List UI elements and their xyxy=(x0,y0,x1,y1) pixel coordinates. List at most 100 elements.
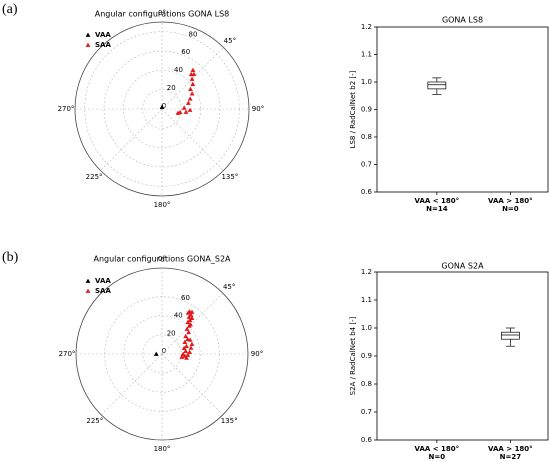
point xyxy=(184,343,189,348)
point xyxy=(187,337,193,342)
point xyxy=(188,345,194,350)
point xyxy=(184,355,189,360)
y-tick-label: 1.2 xyxy=(361,23,372,31)
point xyxy=(181,345,187,350)
y-tick-label: 1.0 xyxy=(361,324,372,332)
point xyxy=(188,312,194,317)
y-tick-label: 0.9 xyxy=(361,352,372,360)
theta-tick-label: 45° xyxy=(223,283,235,291)
y-axis-label: S2A / RadCalNet b4 [-] xyxy=(349,316,357,395)
point xyxy=(182,339,188,344)
point xyxy=(187,349,193,354)
point xyxy=(183,109,189,114)
y-tick-label: 0.8 xyxy=(361,133,372,141)
theta-tick-label: 270° xyxy=(59,350,76,358)
point xyxy=(190,81,196,86)
theta-tick-label: 270° xyxy=(58,105,75,113)
y-tick-label: 0.9 xyxy=(361,106,372,114)
point xyxy=(186,314,192,319)
box xyxy=(427,81,447,90)
y-tick-label: 1.2 xyxy=(361,268,372,276)
theta-tick-label: 135° xyxy=(221,173,238,181)
radial-grid xyxy=(142,89,182,129)
legend-marker xyxy=(85,288,91,293)
r-tick-label: 0 xyxy=(162,102,166,110)
theta-tick-label: 90° xyxy=(252,105,264,113)
point xyxy=(189,309,195,314)
legend-label: VAA xyxy=(95,31,111,39)
theta-tick-label: 45° xyxy=(224,37,236,45)
legend-label: VAA xyxy=(95,277,111,285)
theta-tick-label: 90° xyxy=(251,350,263,358)
polar-frame xyxy=(74,21,250,197)
r-tick-label: 80 xyxy=(189,30,198,38)
x-tick-label: VAA > 180° xyxy=(488,445,533,453)
point xyxy=(159,104,165,109)
point xyxy=(186,323,192,328)
point xyxy=(185,310,191,315)
legend-marker xyxy=(85,278,91,283)
theta-tick-label: 180° xyxy=(154,445,171,453)
plot-frame xyxy=(376,271,549,441)
point xyxy=(181,105,187,110)
theta-tick-label: 225° xyxy=(86,417,103,425)
n-label: N=0 xyxy=(429,453,446,461)
box xyxy=(501,331,520,340)
point xyxy=(175,110,181,115)
point xyxy=(187,317,193,323)
chart-title: Angular configurations GONA_S2A xyxy=(93,255,231,264)
x-tick-label: VAA < 180° xyxy=(415,197,460,205)
point xyxy=(185,100,191,105)
radial-grid xyxy=(123,70,201,148)
point xyxy=(190,67,196,72)
radial-grid xyxy=(123,315,201,393)
y-tick-label: 0.8 xyxy=(361,380,372,388)
theta-tick-label: 180° xyxy=(154,201,171,209)
radial-grid xyxy=(142,334,182,374)
legend-label: SAA xyxy=(95,287,111,295)
y-tick-label: 0.6 xyxy=(361,436,373,444)
chart-title: GONA LS8 xyxy=(442,16,483,25)
theta-tick-label: 0° xyxy=(158,255,166,263)
point xyxy=(188,71,194,77)
legend-label: SAA xyxy=(95,41,111,49)
legend-marker xyxy=(85,42,91,47)
panel-label: (a) xyxy=(2,2,18,17)
point xyxy=(183,333,189,339)
angular-grid xyxy=(161,353,224,416)
r-tick-label: 20 xyxy=(167,329,176,337)
point xyxy=(189,315,195,320)
point xyxy=(153,351,159,356)
y-tick-label: 0.7 xyxy=(361,408,372,416)
angular-grid xyxy=(100,108,163,171)
point xyxy=(179,354,185,359)
point xyxy=(189,76,195,81)
n-label: N=27 xyxy=(500,453,522,461)
point xyxy=(187,107,193,112)
n-label: N=0 xyxy=(502,205,519,213)
angular-grid xyxy=(161,108,224,171)
legend-marker xyxy=(85,32,91,37)
plot-frame xyxy=(376,26,549,193)
y-tick-label: 1.1 xyxy=(361,51,372,59)
point xyxy=(186,329,192,335)
r-tick-label: 40 xyxy=(174,312,183,320)
panel-label: (b) xyxy=(2,250,19,265)
x-tick-label: VAA < 180° xyxy=(415,445,460,453)
chart-title: GONA S2A xyxy=(441,262,484,271)
point xyxy=(185,352,191,357)
y-tick-label: 1.1 xyxy=(361,296,372,304)
r-tick-label: 60 xyxy=(181,294,190,302)
angular-grid xyxy=(161,47,224,110)
chart-title: Angular configurations GONA LS8 xyxy=(95,10,230,19)
r-tick-label: 0 xyxy=(162,347,166,355)
y-tick-label: 0.7 xyxy=(361,161,372,169)
theta-tick-label: 0° xyxy=(158,9,166,17)
theta-tick-label: 135° xyxy=(221,417,238,425)
point xyxy=(185,319,191,325)
n-label: N=14 xyxy=(426,205,448,213)
point xyxy=(184,326,190,331)
point xyxy=(188,86,193,91)
r-tick-label: 20 xyxy=(167,84,176,92)
